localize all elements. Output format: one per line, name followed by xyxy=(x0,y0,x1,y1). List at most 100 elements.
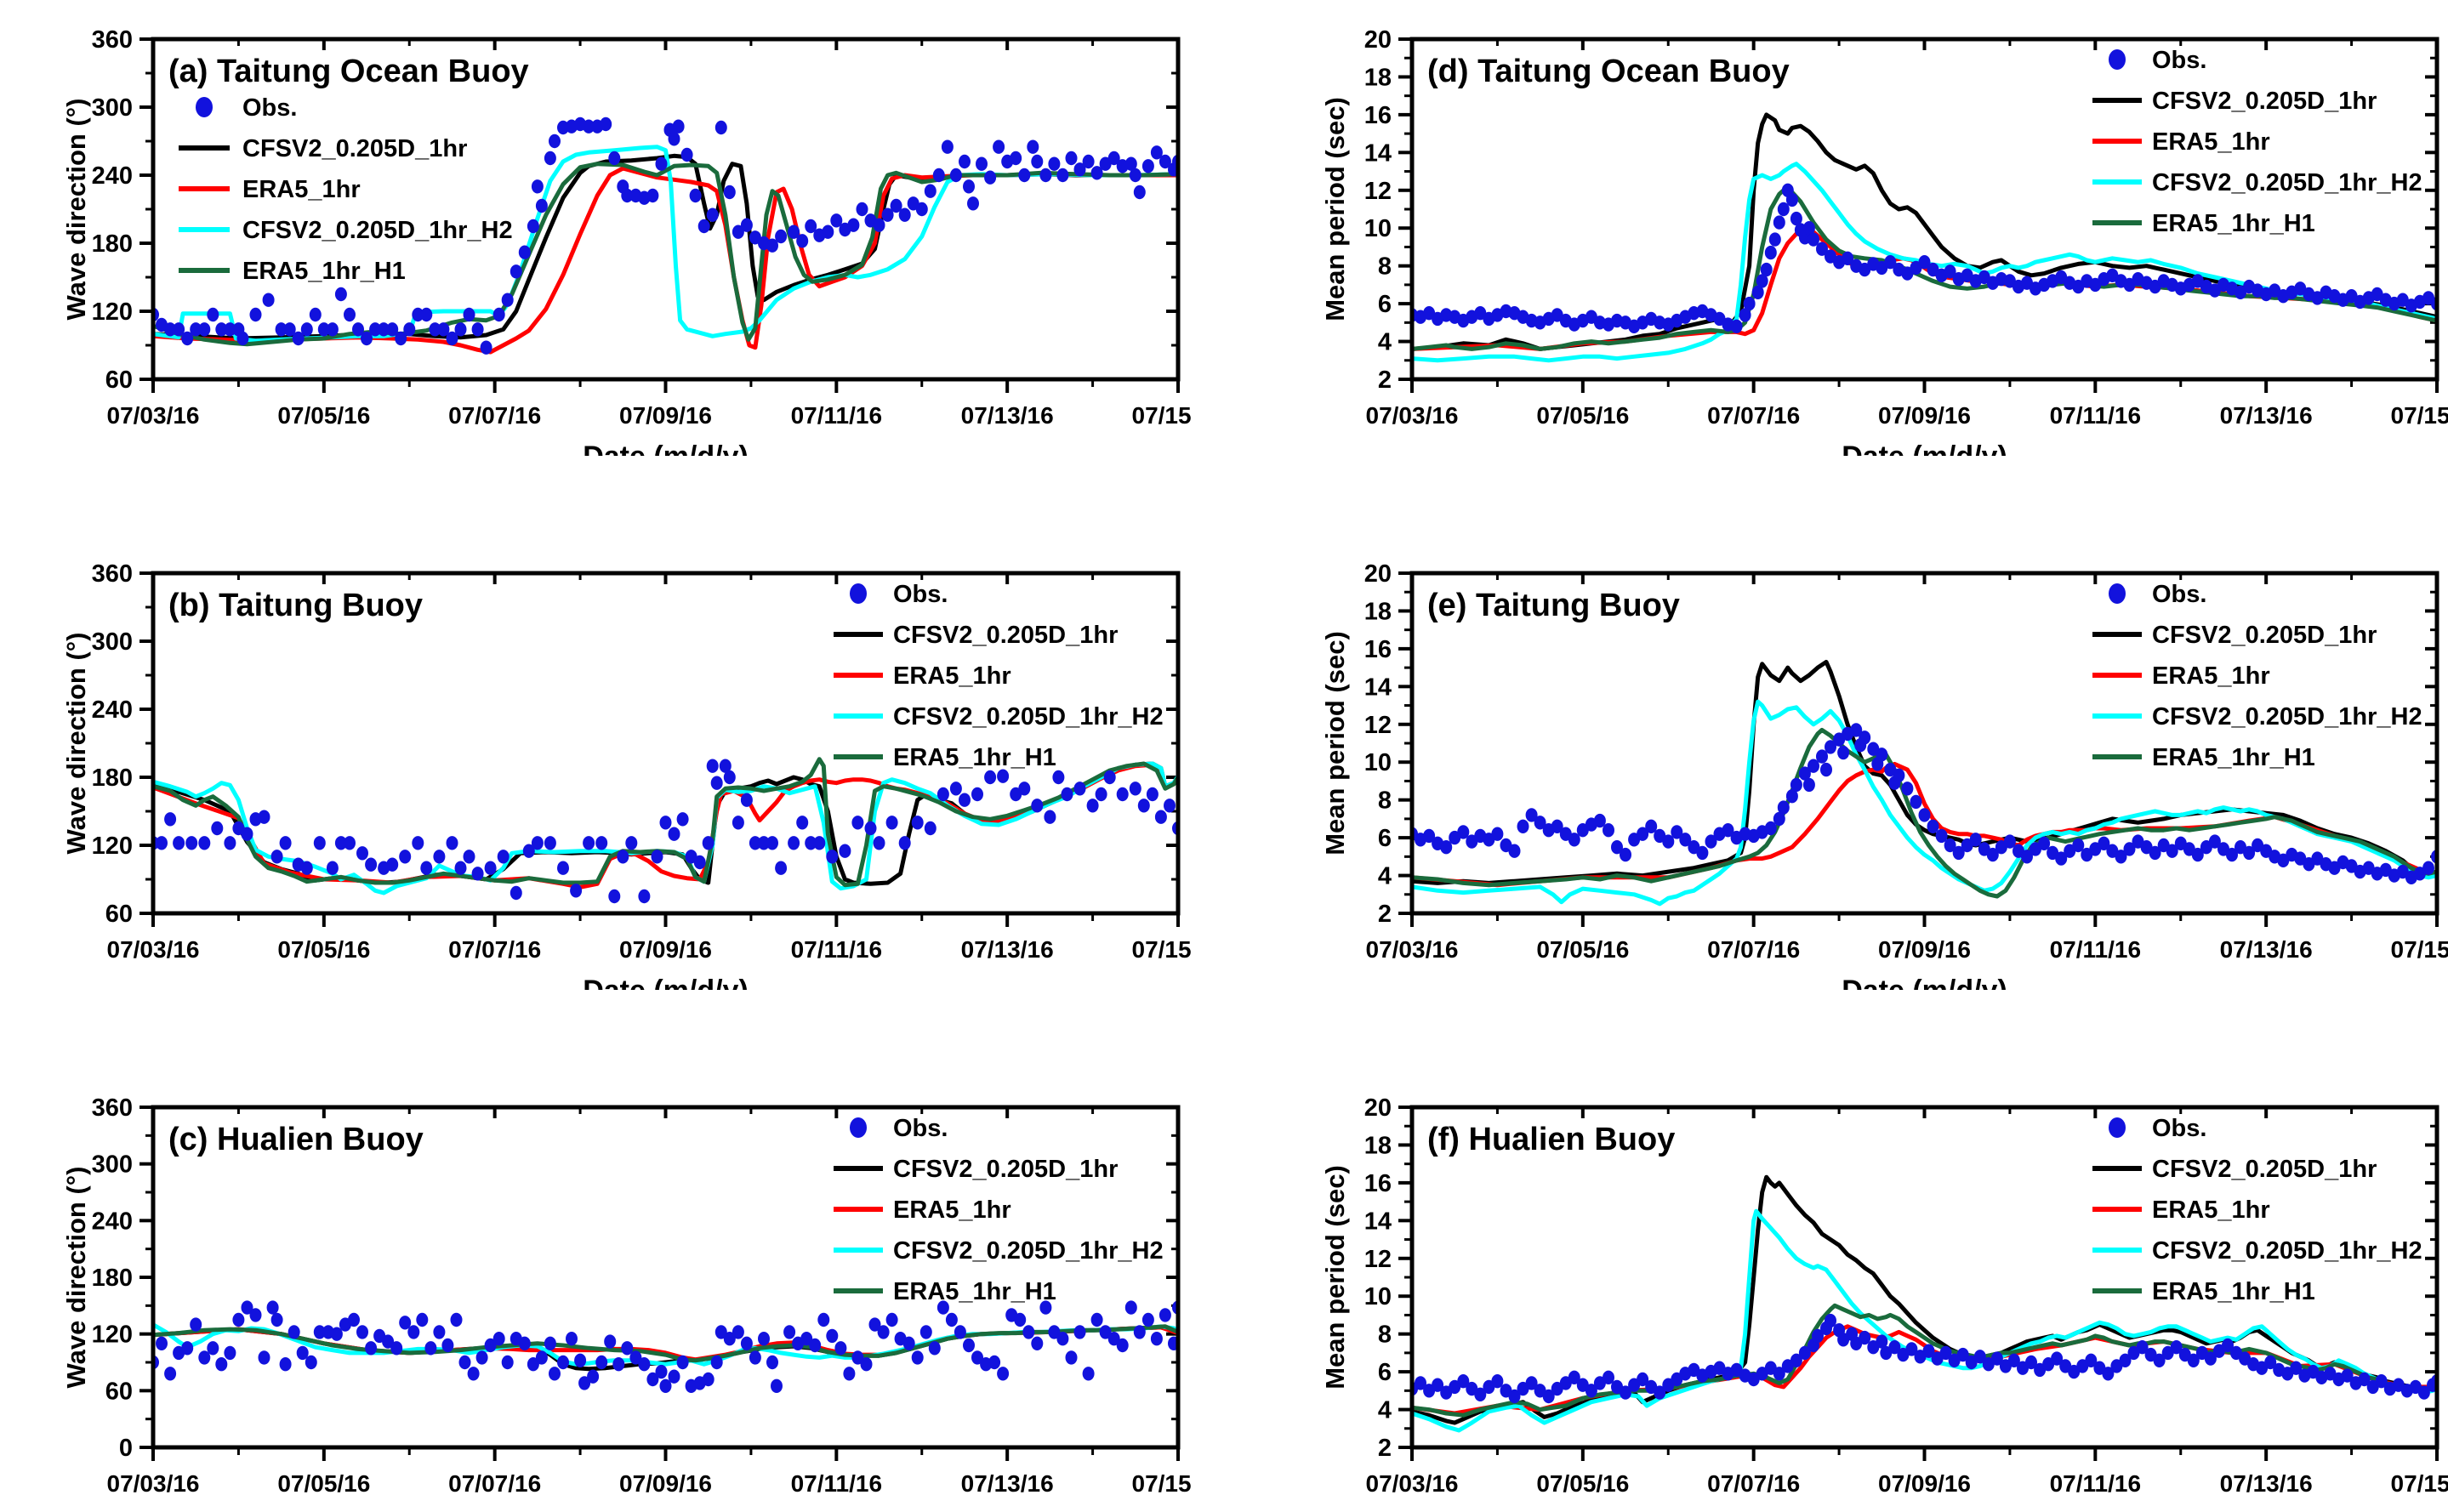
obs-point xyxy=(1773,1367,1785,1381)
x-tick-label: 07/13/16 xyxy=(2220,402,2313,429)
y-tick-label: 120 xyxy=(92,298,133,326)
obs-point xyxy=(241,1300,253,1315)
legend-label: ERA5_1hr xyxy=(2152,1197,2270,1224)
obs-point xyxy=(732,225,744,239)
obs-point xyxy=(313,836,326,850)
obs-point xyxy=(185,836,198,850)
obs-point xyxy=(1901,782,1914,796)
obs-point xyxy=(309,307,322,322)
obs-point xyxy=(1969,833,1982,847)
legend-label: CFSV2_0.205D_1hr_H2 xyxy=(893,1237,1164,1265)
x-tick-label: 07/15/16 xyxy=(2391,1470,2448,1497)
obs-point xyxy=(1927,819,1939,833)
obs-point xyxy=(1491,1374,1504,1389)
obs-point xyxy=(300,861,313,875)
plot-data xyxy=(153,757,1178,904)
x-tick-label: 07/11/16 xyxy=(2050,936,2141,963)
obs-point xyxy=(949,168,962,183)
legend-label: CFSV2_0.205D_1hr_H2 xyxy=(2152,169,2422,196)
obs-point xyxy=(1568,833,1580,847)
obs-point xyxy=(1082,154,1095,169)
obs-point xyxy=(1116,1338,1129,1353)
y-axis-label: Mean period (sec) xyxy=(1320,97,1350,321)
obs-point xyxy=(1159,154,1171,169)
obs-point xyxy=(1039,1300,1052,1315)
obs-point xyxy=(860,1357,873,1372)
obs-point xyxy=(834,1341,847,1356)
obs-point xyxy=(1790,1353,1802,1367)
y-tick-label: 6 xyxy=(1378,1359,1392,1386)
obs-point xyxy=(984,170,997,185)
legend-label: ERA5_1hr xyxy=(2152,128,2270,156)
plot-frame xyxy=(1409,571,2439,916)
obs-point xyxy=(1457,1374,1470,1389)
obs-point xyxy=(984,770,997,785)
obs-point xyxy=(608,889,621,904)
obs-point xyxy=(993,139,1005,154)
y-tick-label: 18 xyxy=(1364,598,1392,625)
obs-point xyxy=(2072,838,2085,853)
obs-point xyxy=(1095,787,1107,802)
obs-point xyxy=(1474,1387,1487,1401)
obs-point xyxy=(544,836,556,850)
obs-point xyxy=(356,846,368,861)
obs-point xyxy=(1842,251,1854,265)
obs-point xyxy=(544,1336,556,1350)
y-axis-label: Wave direction (°) xyxy=(61,632,91,854)
obs-point xyxy=(1952,845,1965,861)
obs-point xyxy=(997,1367,1010,1381)
x-tick-label: 07/03/16 xyxy=(107,402,200,429)
obs-point xyxy=(510,885,522,901)
y-tick-label: 60 xyxy=(105,1378,133,1405)
x-tick-label: 07/03/16 xyxy=(1366,936,1459,963)
y-tick-label: 2 xyxy=(1378,1435,1392,1462)
obs-point xyxy=(446,836,458,850)
obs-point xyxy=(856,202,868,217)
series-line-era5 xyxy=(153,166,1178,355)
obs-point xyxy=(971,1350,983,1365)
obs-point xyxy=(2051,1351,2064,1366)
x-tick-label: 07/13/16 xyxy=(961,1470,1054,1497)
obs-point xyxy=(813,836,826,850)
obs-point xyxy=(1764,821,1777,836)
y-tick-label: 14 xyxy=(1364,674,1392,701)
obs-point xyxy=(1802,221,1815,236)
obs-point xyxy=(1133,1325,1146,1339)
obs-point xyxy=(1056,168,1069,183)
obs-point xyxy=(1662,834,1675,849)
y-tick-label: 360 xyxy=(92,1094,133,1122)
obs-point xyxy=(1534,816,1546,830)
obs-point xyxy=(578,1376,591,1390)
panel-title: (d) Taitung Ocean Buoy xyxy=(1427,54,1790,89)
obs-point xyxy=(535,1350,548,1365)
obs-point xyxy=(1671,825,1683,839)
y-axis-label: Mean period (sec) xyxy=(1320,1165,1350,1390)
obs-point xyxy=(557,861,569,875)
obs-point xyxy=(1990,1351,2003,1366)
obs-point xyxy=(164,812,177,827)
y-tick-label: 0 xyxy=(119,1435,133,1462)
legend: Obs. CFSV2_0.205D_1hr ERA5_1hr CFSV2_0.205D… xyxy=(2092,1115,2422,1305)
obs-point xyxy=(557,1355,569,1370)
obs-point xyxy=(471,867,484,881)
legend-obs-marker xyxy=(2109,49,2126,70)
obs-point xyxy=(732,816,744,830)
obs-point xyxy=(2264,1355,2277,1370)
obs-point xyxy=(954,1325,966,1339)
obs-point xyxy=(706,207,719,222)
obs-point xyxy=(399,1316,412,1330)
obs-point xyxy=(249,1308,262,1322)
legend-label: ERA5_1hr_H1 xyxy=(2152,1278,2315,1305)
obs-scatter xyxy=(1412,1313,2437,1404)
obs-point xyxy=(1785,192,1798,207)
obs-point xyxy=(1773,811,1785,827)
x-tick-label: 07/05/16 xyxy=(277,936,370,963)
y-tick-label: 12 xyxy=(1364,1246,1392,1273)
obs-point xyxy=(822,225,834,239)
panel-title: (a) Taitung Ocean Buoy xyxy=(168,54,529,89)
obs-point xyxy=(638,1357,651,1372)
y-tick-label: 6 xyxy=(1378,825,1392,852)
obs-point xyxy=(915,202,928,217)
obs-point xyxy=(156,836,168,850)
legend-label: Obs. xyxy=(2152,581,2206,608)
